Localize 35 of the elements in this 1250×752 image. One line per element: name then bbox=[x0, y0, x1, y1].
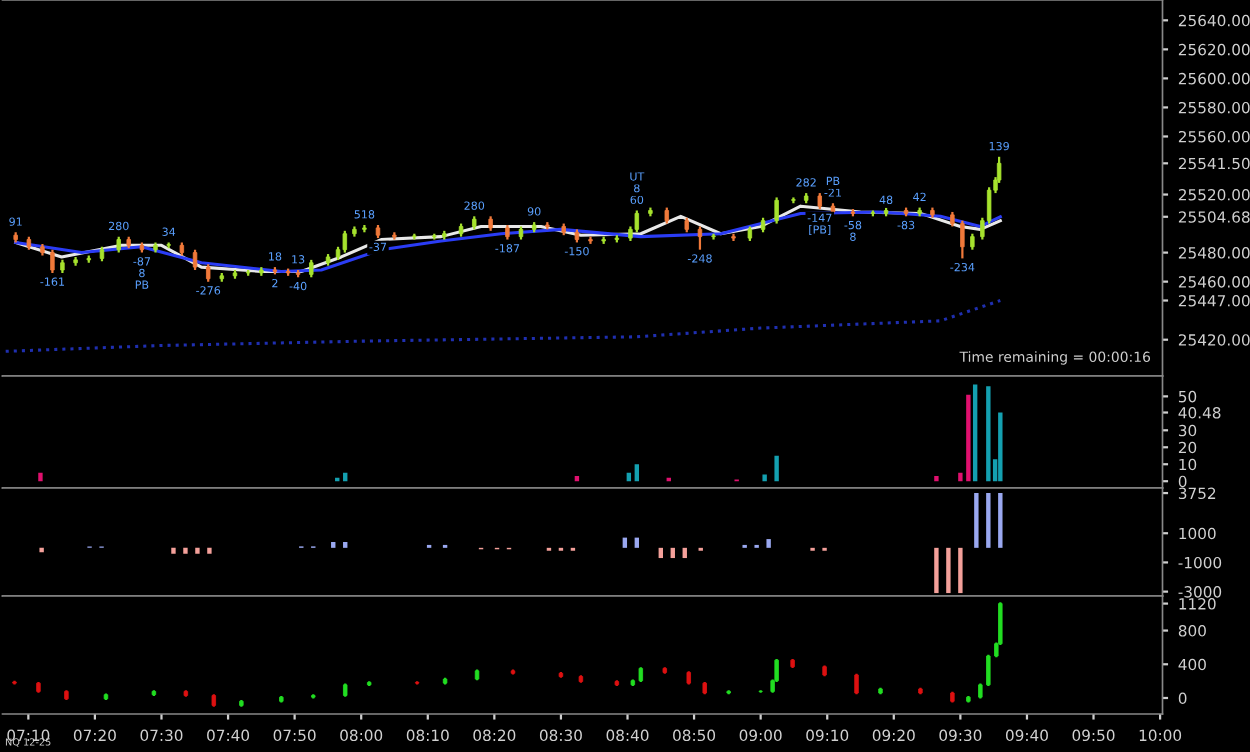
candlestick bbox=[342, 229, 348, 254]
candlestick bbox=[697, 225, 703, 251]
bar bbox=[171, 547, 176, 554]
bar bbox=[966, 394, 971, 482]
bar bbox=[998, 412, 1003, 482]
candlestick bbox=[774, 196, 779, 225]
bar bbox=[946, 547, 951, 594]
bar bbox=[574, 476, 580, 482]
bar bbox=[774, 455, 779, 482]
bar bbox=[972, 384, 978, 482]
candlestick bbox=[960, 219, 965, 260]
bar bbox=[38, 472, 43, 482]
bar bbox=[766, 539, 771, 548]
bar bbox=[986, 386, 991, 482]
bar bbox=[195, 547, 200, 554]
bar bbox=[986, 493, 991, 548]
bar bbox=[634, 464, 640, 482]
candlestick bbox=[634, 209, 640, 234]
bar bbox=[934, 476, 939, 482]
bar bbox=[934, 547, 939, 594]
bar bbox=[183, 547, 188, 554]
bar bbox=[39, 547, 44, 553]
bar bbox=[331, 542, 336, 548]
candlestick bbox=[791, 196, 796, 205]
candlestick bbox=[996, 155, 1002, 185]
candlestick bbox=[50, 248, 55, 275]
bar bbox=[958, 547, 963, 594]
bar bbox=[343, 542, 348, 548]
bar bbox=[762, 474, 767, 482]
line-series bbox=[4, 298, 1002, 353]
candlestick bbox=[192, 248, 198, 272]
bar bbox=[974, 493, 979, 548]
candlestick bbox=[711, 232, 716, 241]
bar bbox=[207, 547, 212, 554]
bar bbox=[998, 493, 1003, 548]
